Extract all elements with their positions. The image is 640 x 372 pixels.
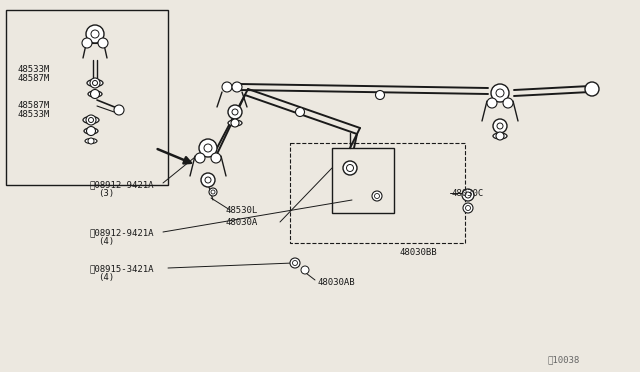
Circle shape [86,115,96,125]
Circle shape [585,82,599,96]
Circle shape [465,192,471,198]
Ellipse shape [493,133,507,139]
Circle shape [292,260,298,266]
Circle shape [195,153,205,163]
Text: 48587М: 48587М [18,74,51,83]
Circle shape [496,89,504,97]
Circle shape [205,177,211,183]
Circle shape [463,203,473,213]
Circle shape [503,98,513,108]
Text: 丈08915-3421A: 丈08915-3421A [90,264,154,273]
Circle shape [199,139,217,157]
Circle shape [91,30,99,38]
Circle shape [487,98,497,108]
Circle shape [372,191,382,201]
Bar [290,143,465,243]
Circle shape [222,82,232,92]
Ellipse shape [85,138,97,144]
Circle shape [211,153,221,163]
Circle shape [231,119,239,127]
Circle shape [204,144,212,152]
Circle shape [98,38,108,48]
Circle shape [374,193,380,199]
Text: 48030BB: 48030BB [400,248,438,257]
Circle shape [88,118,93,122]
Bar [6,10,168,185]
Ellipse shape [87,80,103,87]
Text: 48533М: 48533М [18,110,51,119]
Text: (4): (4) [98,273,114,282]
Ellipse shape [84,128,98,134]
Circle shape [232,82,242,92]
Circle shape [82,38,92,48]
Circle shape [491,84,509,102]
Circle shape [88,138,94,144]
Circle shape [343,161,357,175]
Ellipse shape [228,120,242,126]
Text: 48530L: 48530L [225,206,257,215]
Text: 48030C: 48030C [452,189,484,198]
Text: 丈08912-9421A: 丈08912-9421A [90,180,154,189]
Circle shape [211,190,215,194]
Circle shape [346,164,353,171]
Circle shape [465,205,470,211]
Text: 丈08912-9421A: 丈08912-9421A [90,228,154,237]
Text: 48030AB: 48030AB [318,278,356,287]
Circle shape [493,119,507,133]
Circle shape [376,90,385,99]
Text: 48587М: 48587М [18,101,51,110]
Circle shape [86,25,104,43]
Circle shape [93,80,97,86]
Circle shape [496,132,504,140]
Circle shape [90,90,99,99]
Text: 48030A: 48030A [225,218,257,227]
Circle shape [201,173,215,187]
Circle shape [209,188,217,196]
Circle shape [301,266,309,274]
Ellipse shape [88,91,102,97]
Text: 48533М: 48533М [18,65,51,74]
Circle shape [86,126,95,135]
Circle shape [462,189,474,201]
Circle shape [232,109,238,115]
Circle shape [296,108,305,116]
Circle shape [290,258,300,268]
Text: (4): (4) [98,237,114,246]
Ellipse shape [83,116,99,124]
Circle shape [228,105,242,119]
Circle shape [114,105,124,115]
Circle shape [90,78,100,88]
Circle shape [497,123,503,129]
Bar [332,148,394,213]
Text: (3): (3) [98,189,114,198]
Text: ᒅ10038: ᒅ10038 [548,355,580,364]
